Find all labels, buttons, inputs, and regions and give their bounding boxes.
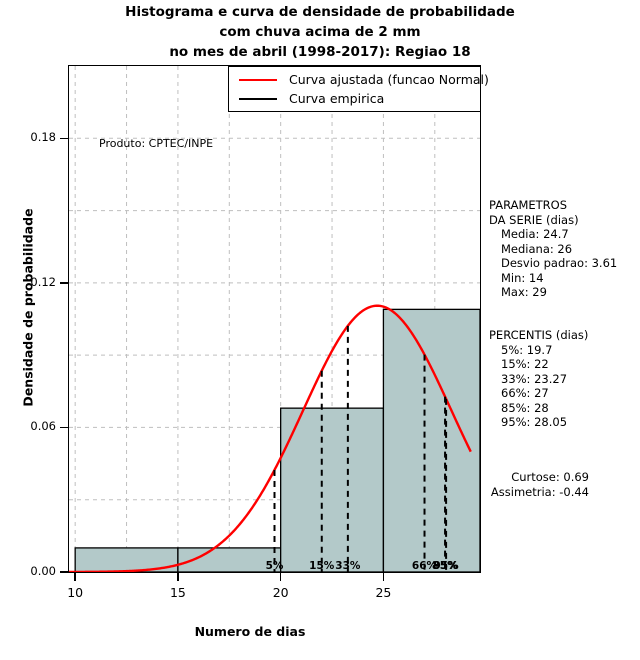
x-axis-tick-label-2: 20 — [272, 585, 289, 600]
parameter-max: Max: 29 — [501, 285, 547, 299]
chart-canvas — [69, 66, 480, 572]
x-axis-tick-label-0: 10 — [67, 585, 84, 600]
parameter-desvio-padrao: Desvio padrao: 3.61 — [501, 256, 618, 270]
y-axis-tick-mark-0 — [60, 571, 68, 573]
x-axis-tick-mark-0 — [74, 573, 76, 581]
x-axis-tick-label-3: 25 — [375, 585, 392, 600]
y-axis-title: Densidade de probabilidade — [20, 208, 36, 407]
y-axis-tick-mark-1 — [60, 426, 68, 429]
percentile-label-85: 85% — [432, 560, 458, 572]
y-axis-tick-label-0: 0.00 — [30, 564, 56, 578]
legend-swatch-empirical-curve — [239, 98, 277, 101]
x-axis-tick-mark-1 — [177, 573, 179, 581]
page-title: Histograma e curva de densidade de proba… — [0, 2, 640, 62]
parameters-heading-1: PARAMETROS — [489, 198, 568, 212]
percentil-66: 66%: 27 — [501, 386, 549, 400]
parameter-mediana: Mediana: 26 — [501, 241, 573, 256]
y-axis-tick-mark-2 — [60, 282, 68, 284]
y-axis-tick-mark-3 — [60, 137, 68, 139]
moments-block: Curtose: 0.69 Assimetria: -0.44 — [484, 470, 589, 499]
y-axis-tick-label-2: 0.12 — [30, 274, 56, 289]
percentil-95: 95%: 28.05 — [501, 415, 568, 429]
title-line-2: com chuva acima de 2 mm — [219, 24, 421, 40]
percentis-heading: PERCENTIS (dias) — [489, 328, 589, 342]
y-axis-tick-label-1: 0.06 — [30, 419, 56, 434]
assimetria-value: Assimetria: -0.44 — [490, 484, 589, 499]
percentile-label-33: 33% — [335, 560, 361, 572]
x-axis-tick-label-1: 15 — [169, 585, 186, 600]
title-line-1: Histograma e curva de densidade de proba… — [125, 4, 515, 20]
percentil-5: 5%: 19.7 — [501, 342, 553, 357]
x-axis-title: Numero de dias — [194, 624, 306, 639]
percentil-15: 15%: 22 — [501, 357, 549, 371]
x-axis-tick-mark-3 — [382, 573, 385, 581]
plot-area — [68, 65, 481, 573]
percentile-label-66: 66% — [411, 560, 438, 572]
percentile-label-15: 15% — [309, 560, 335, 572]
legend-label-fitted-curve: Curva ajustada (funcao Normal) — [289, 72, 489, 87]
legend-label-empirical-curve: Curva empirica — [289, 91, 385, 106]
parameter-min: Min: 14 — [501, 270, 544, 285]
histogram-bar-3 — [382, 308, 480, 572]
parameters-heading-2: DA SERIE (dias) — [489, 212, 579, 227]
x-axis-tick-mark-2 — [279, 573, 282, 581]
legend-swatch-fitted-curve — [239, 79, 277, 82]
chart-legend: Curva ajustada (funcao Normal) Curva emp… — [228, 66, 489, 112]
percentile-label-5: 5% — [265, 560, 284, 572]
parameter-media: Media: 24.7 — [501, 227, 569, 241]
histogram-bar-2 — [280, 407, 385, 572]
percentis-block: PERCENTIS (dias) 5%: 19.7 15%: 22 33%: 2… — [489, 328, 588, 430]
percentil-85: 85%: 28 — [501, 400, 549, 415]
percentile-label-95: 95% — [433, 560, 459, 572]
title-line-3: no mes de abril (1998-2017): Regiao 18 — [169, 44, 471, 60]
produto-annotation: Produto: CPTEC/INPE — [99, 137, 214, 150]
percentil-33: 33%: 23.27 — [501, 371, 568, 386]
curtose-value: Curtose: 0.69 — [511, 470, 589, 484]
parameters-block: PARAMETROS DA SERIE (dias) Media: 24.7 M… — [489, 198, 617, 300]
y-axis-tick-label-3: 0.18 — [30, 130, 56, 145]
fitted-normal-curve — [69, 304, 472, 572]
